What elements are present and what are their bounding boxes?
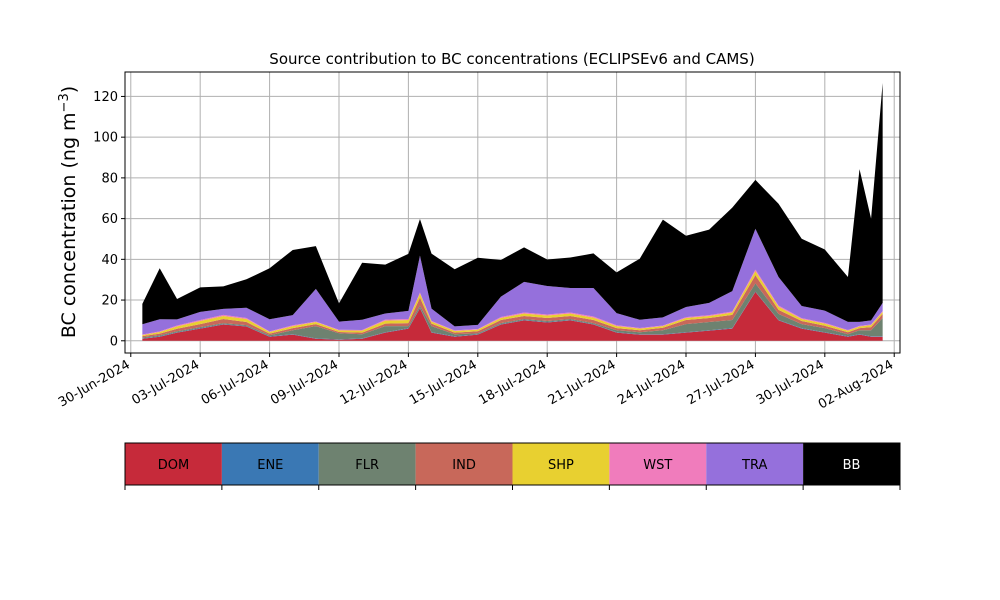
y-tick-label: 0 xyxy=(110,334,118,349)
y-axis-label-exponent: −3 xyxy=(57,93,72,112)
y-tick-label: 40 xyxy=(101,253,118,268)
legend-label: IND xyxy=(452,458,476,473)
x-tick-label: 06-Jul-2024 xyxy=(199,357,272,408)
legend-swatch-dom xyxy=(125,443,222,485)
legend-swatch-shp xyxy=(512,443,610,485)
legend-swatch-ind xyxy=(415,443,513,485)
y-tick-label: 100 xyxy=(93,131,118,146)
area-series-tra xyxy=(142,228,883,335)
legend-swatch-wst xyxy=(609,443,707,485)
legend-swatch-ene xyxy=(221,443,319,485)
legend-label: TRA xyxy=(741,458,767,473)
area-series-dom xyxy=(142,291,883,341)
x-tick-label: 24-Jul-2024 xyxy=(615,357,688,408)
x-tick-label: 27-Jul-2024 xyxy=(685,357,758,408)
legend-colorbar: DOM ENE FLR IND SHP WST TRA BB xyxy=(124,442,901,490)
area-series-bb xyxy=(142,82,883,327)
area-series-ind xyxy=(142,275,883,338)
x-tick-label: 03-Jul-2024 xyxy=(129,357,202,408)
area-series-flr xyxy=(142,283,883,340)
legend-label: BB xyxy=(843,458,861,473)
y-tick-label: 120 xyxy=(93,90,118,105)
x-tick-label: 12-Jul-2024 xyxy=(338,357,411,408)
y-tick-label: 60 xyxy=(101,212,118,227)
plot-frame xyxy=(124,71,901,354)
legend-label: DOM xyxy=(158,458,189,473)
x-tick-label: 18-Jul-2024 xyxy=(476,357,549,408)
chart-title: Source contribution to BC concentrations… xyxy=(269,50,754,68)
x-tick-label: 09-Jul-2024 xyxy=(268,357,341,408)
x-tick-label: 15-Jul-2024 xyxy=(407,357,480,408)
x-tick-label: 21-Jul-2024 xyxy=(546,357,619,408)
legend-swatch-flr xyxy=(318,443,416,485)
y-tick-label: 80 xyxy=(101,171,118,186)
y-axis-label-close: ) xyxy=(58,86,80,93)
legend-swatch-tra xyxy=(706,443,804,485)
x-tick-label: 02-Aug-2024 xyxy=(816,357,896,412)
legend-label: WST xyxy=(643,458,672,473)
stacked-areas xyxy=(142,82,883,341)
y-axis-label: BC concentration (ng m−3) xyxy=(57,86,80,338)
x-tick-label: 30-Jun-2024 xyxy=(56,357,133,410)
legend-swatch-bb xyxy=(803,443,900,485)
legend-label: SHP xyxy=(548,458,574,473)
legend-label: ENE xyxy=(257,458,283,473)
y-tick-label: 20 xyxy=(101,294,118,309)
legend-label: FLR xyxy=(355,458,379,473)
